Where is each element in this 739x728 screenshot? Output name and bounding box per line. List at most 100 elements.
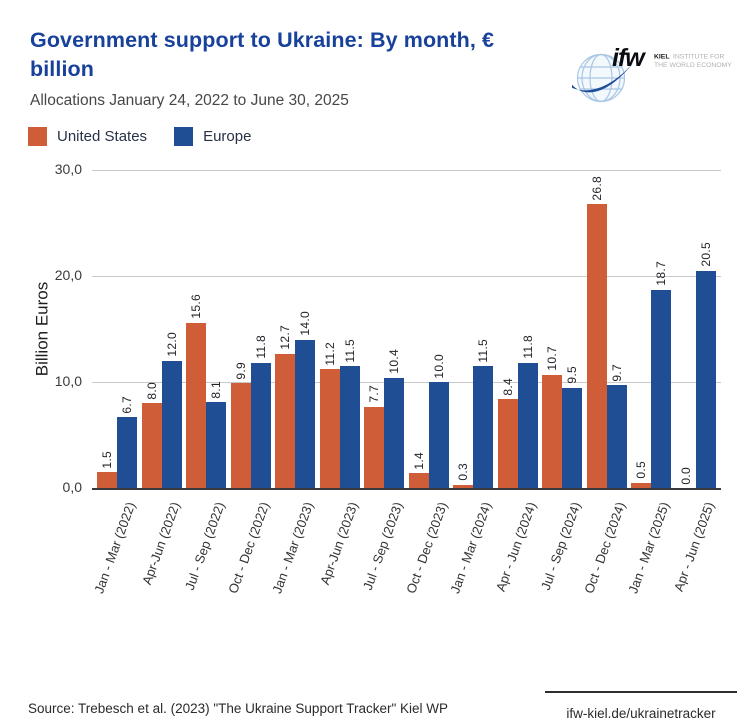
bar-europe [428,382,449,489]
bar-unit: 1.4 [408,451,429,489]
bar-value-label: 11.5 [342,338,357,363]
bar-group: 10.7 9.5 [542,346,583,489]
bar-value-label: 9.7 [609,363,624,382]
bar-value-label: 6.7 [120,395,134,414]
bar-united-states [453,485,474,489]
bar-europe [517,363,538,489]
bar-value-label: 8.4 [500,377,515,396]
bar-value-label: 14.0 [298,311,313,336]
bar-value-label: 0.0 [678,466,693,485]
x-axis-label: Jan - Mar (2024) [447,500,495,596]
bar-unit: 10.0 [428,354,449,489]
y-tick-label: 10,0 [54,373,82,390]
bar-unit: 11.2 [319,342,340,489]
bar-europe [206,402,227,489]
bar-value-label: 9.9 [233,361,248,380]
legend-item-united-states: United States [28,127,147,147]
bar-unit: 0.3 [453,463,474,489]
legend-swatch-united-states [28,127,47,147]
bar-unit: 11.5 [473,338,494,489]
bar-value-label: 9.5 [565,365,580,384]
bar-united-states [586,204,607,489]
bar-value-label: 11.8 [520,335,535,360]
bar-group: 11.2 11.5 [319,338,360,489]
bar-group: 26.8 9.7 [586,175,627,489]
gridline [92,275,721,277]
x-axis-label: Apr-Jun (2023) [317,500,362,587]
y-ticks: 0,0 10,0 20,0 30,0 [30,161,82,495]
bar-united-states [364,406,385,489]
bar-group: 1.5 6.7 [97,396,137,489]
bar-europe [651,289,672,489]
gridline [92,381,721,383]
footer: Source: Trebesch et al. (2023) "The Ukra… [28,691,737,721]
bar-value-label: 11.5 [476,338,491,363]
bar-group: 0.5 18.7 [631,261,672,489]
bar-value-label: 12.0 [164,332,179,357]
bar-unit: 1.5 [97,451,117,489]
bar-unit: 9.9 [230,361,251,489]
bar-unit: 6.7 [117,396,137,489]
legend-item-europe: Europe [174,127,251,147]
bar-europe [384,377,405,489]
bar-europe [295,339,316,489]
bar-unit: 18.7 [651,261,672,489]
bar-value-label: 10.7 [545,346,560,371]
bar-value-label: 18.7 [654,261,669,286]
y-tick-label: 20,0 [54,267,82,284]
bar-europe [117,417,137,489]
bar-value-label: 0.3 [456,463,471,482]
bar-unit: 7.7 [364,385,385,489]
bar-unit: 26.8 [586,175,607,489]
bar-value-label: 8.0 [144,381,159,400]
source-note: Source: Trebesch et al. (2023) "The Ukra… [28,701,449,716]
x-axis-label: Jul - Sep (2022) [181,500,228,593]
bar-europe [562,387,583,489]
bar-unit: 9.5 [562,365,583,489]
x-axis-label: Jul - Sep (2023) [359,500,406,593]
bar-value-label: 26.8 [589,175,604,201]
x-axis-label: Oct - Dec (2024) [581,500,629,596]
bar-value-label: 15.6 [189,294,204,319]
page-title-line1: Government support to Ukraine: By month,… [30,28,495,52]
chart-subtitle: Allocations January 24, 2022 to June 30,… [30,92,349,110]
plot-area: 1.5 6.7 8.0 12.0 15.6 8.1 9.9 11.8 12.7 14.0 11.2 1… [92,169,721,491]
y-tick-label: 30,0 [54,161,82,178]
bar-unit: 12.7 [275,325,296,489]
bar-unit: 10.4 [384,349,405,489]
gridline [92,169,721,171]
bar-value-label: 8.1 [209,380,224,399]
bar-value-label: 10.4 [387,349,402,374]
x-axis-label: Oct - Dec (2023) [403,500,451,596]
bar-unit: 0.0 [676,467,696,489]
bar-unit: 0.5 [631,461,652,489]
bar-group: 0.0 20.5 [676,242,716,489]
bar-europe [161,361,182,489]
bar-united-states [97,472,117,489]
x-axis-label: Apr - Jun (2024) [492,500,540,594]
kiel-institute-logo: ifw KIEL INSTITUTE FOR THE WORLD ECONOMY [572,44,732,103]
y-tick-label: 0,0 [62,479,82,496]
bar-united-states [230,383,251,489]
bar-group: 8.0 12.0 [141,332,182,489]
bar-value-label: 0.5 [634,461,649,479]
bar-unit: 8.1 [206,380,227,489]
bar-europe [250,363,271,489]
x-axis-label: Apr - Jun (2025) [670,500,718,594]
bar-europe [339,366,360,489]
x-axis-label: Jul - Sep (2024) [537,500,584,593]
logo-org-line2: THE WORLD ECONOMY [654,62,732,69]
bar-value-label: 1.4 [411,451,426,470]
bar-unit: 9.7 [606,363,627,489]
x-axis-label: Jan - Mar (2023) [269,500,317,596]
bar-group: 7.7 10.4 [364,349,405,489]
bar-unit: 10.7 [542,346,563,489]
x-axis-label: Jan - Mar (2022) [91,500,139,596]
bar-unit: 11.5 [339,338,360,489]
bar-united-states [141,403,162,489]
bar-value-label: 12.7 [278,325,293,350]
bar-united-states [631,482,652,489]
bar-united-states [275,353,296,489]
bar-unit: 11.8 [517,335,538,489]
bar-group: 9.9 11.8 [230,335,271,489]
